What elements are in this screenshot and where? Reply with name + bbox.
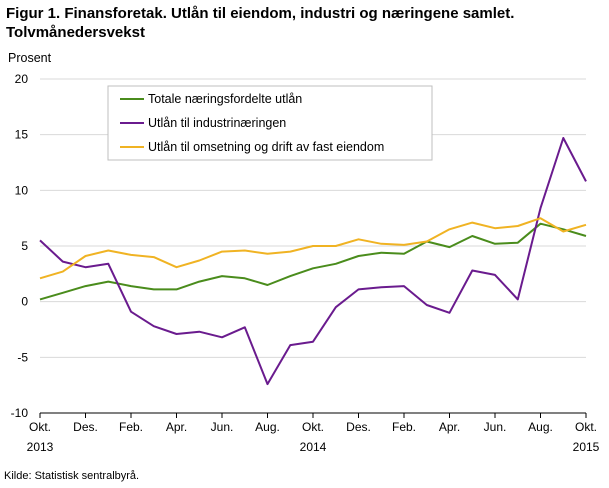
y-axis-label: Prosent bbox=[8, 51, 52, 65]
y-tick-label: 20 bbox=[15, 72, 29, 86]
y-tick-label: 0 bbox=[21, 295, 28, 309]
x-tick-label: Apr. bbox=[439, 420, 460, 434]
x-tick-label: Okt. bbox=[29, 420, 51, 434]
legend: Totale næringsfordelte utlån Utlån til in… bbox=[107, 85, 433, 161]
legend-label: Totale næringsfordelte utlån bbox=[148, 92, 302, 106]
legend-label: Utlån til omsetning og drift av fast eie… bbox=[148, 140, 384, 154]
x-tick-year-label: 2015 bbox=[573, 440, 600, 454]
y-axis-tick-labels: -10 -5 0 5 10 15 20 bbox=[11, 72, 29, 420]
chart-title: Figur 1. Finansforetak. Utlån til eiendo… bbox=[6, 5, 515, 41]
x-tick-label: Aug. bbox=[255, 420, 280, 434]
x-tick-label: Des. bbox=[346, 420, 371, 434]
x-tick-label: Feb. bbox=[392, 420, 416, 434]
x-tick-year-label: 2014 bbox=[300, 440, 327, 454]
x-tick-label: Okt. bbox=[575, 420, 597, 434]
source-note: Kilde: Statistisk sentralbyrå. bbox=[4, 470, 140, 482]
x-tick-label: Jun. bbox=[211, 420, 234, 434]
y-tick-label: 15 bbox=[15, 128, 29, 142]
x-tick-label: Feb. bbox=[119, 420, 143, 434]
y-tick-label: -5 bbox=[17, 350, 28, 364]
legend-box bbox=[107, 85, 433, 161]
x-axis-tick-labels: Okt. 2013 Des. Feb. Apr. Jun. Aug. Okt. 2014 Des.… bbox=[27, 413, 600, 454]
legend-label: Utlån til industrinæringen bbox=[148, 116, 286, 130]
x-tick-label: Aug. bbox=[528, 420, 553, 434]
y-tick-label: 10 bbox=[15, 183, 29, 197]
y-tick-label: -10 bbox=[11, 406, 29, 420]
x-tick-label: Jun. bbox=[484, 420, 507, 434]
series-line-3 bbox=[39, 217, 587, 280]
series-lines bbox=[39, 137, 587, 386]
series-line-1 bbox=[39, 222, 587, 301]
x-tick-label: Okt. bbox=[302, 420, 324, 434]
x-tick-year-label: 2013 bbox=[27, 440, 54, 454]
y-tick-label: 5 bbox=[21, 239, 28, 253]
series-line-2 bbox=[39, 137, 587, 386]
x-tick-label: Des. bbox=[73, 420, 98, 434]
line-chart: -10 -5 0 5 10 15 20 Prosent Okt. 2013 Des. Feb. Ap… bbox=[8, 51, 600, 454]
x-tick-label: Apr. bbox=[166, 420, 187, 434]
